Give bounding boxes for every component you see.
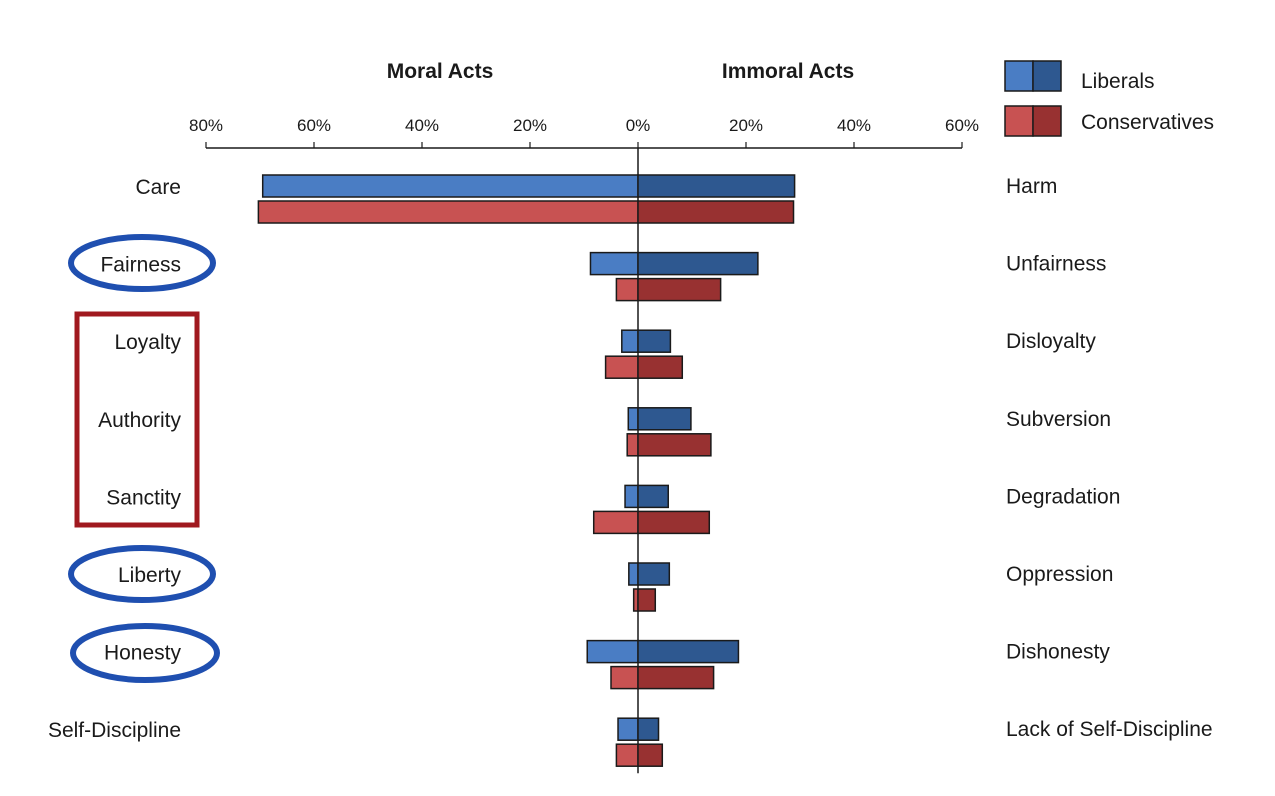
legend-liberals-swatch-immoral	[1032, 60, 1062, 92]
immoral-label: Disloyalty	[1006, 330, 1096, 353]
bar-liberals-immoral	[637, 251, 759, 276]
immoral-label: Degradation	[1006, 485, 1120, 508]
bar-liberals-immoral	[637, 484, 669, 509]
bar-conservatives-immoral	[637, 433, 712, 457]
immoral-label: Dishonesty	[1006, 641, 1110, 664]
category-labels: Care Harm Fairness Unfairness Loyalty Disloya…	[48, 175, 1213, 742]
bar-conservatives-moral	[604, 355, 639, 379]
bar-liberals-moral	[628, 562, 639, 586]
x-tick-label: 60%	[297, 116, 331, 135]
bar-liberals-moral	[617, 717, 639, 741]
annotation-ellipse	[70, 623, 220, 683]
legend-label-conservatives: Conservatives	[1081, 111, 1214, 134]
bar-liberals-moral	[624, 484, 639, 509]
bar-conservatives-immoral	[637, 355, 684, 379]
bar-liberals-immoral	[637, 562, 671, 586]
bar-liberals-moral	[586, 639, 639, 664]
bar-liberals-moral	[261, 174, 639, 198]
bar-conservatives-immoral	[637, 743, 664, 767]
x-tick-label: 0%	[626, 116, 651, 135]
moral-label: Loyalty	[114, 331, 181, 354]
x-tick-label: 20%	[513, 116, 547, 135]
immoral-acts-title: Immoral Acts	[722, 60, 854, 83]
bar-liberals-moral	[589, 251, 639, 276]
annotation-layer	[68, 234, 220, 683]
x-tick-label: 40%	[405, 116, 439, 135]
moral-label: Honesty	[104, 642, 182, 665]
immoral-label: Oppression	[1006, 563, 1113, 586]
legend-conservatives-swatch-moral	[1004, 105, 1034, 137]
bar-conservatives-immoral	[637, 588, 657, 612]
moral-label: Authority	[98, 409, 181, 432]
bar-conservatives-moral	[592, 510, 639, 535]
bar-liberals-immoral	[637, 639, 740, 664]
immoral-label: Unfairness	[1006, 253, 1106, 276]
bar-liberals-moral	[627, 407, 639, 431]
bar-liberals-immoral	[637, 174, 796, 198]
bar-liberals-moral	[621, 329, 639, 353]
bar-conservatives-immoral	[637, 510, 711, 535]
bars-layer	[257, 174, 796, 767]
bar-conservatives-moral	[626, 433, 639, 457]
annotation-ellipse	[68, 545, 216, 603]
immoral-label: Lack of Self-Discipline	[1006, 718, 1213, 741]
bar-conservatives-immoral	[637, 200, 795, 224]
bar-conservatives-immoral	[637, 277, 722, 302]
annotation-box	[74, 311, 200, 528]
legend-label-liberals: Liberals	[1081, 70, 1155, 93]
bar-conservatives-moral	[615, 277, 639, 302]
bar-liberals-immoral	[637, 717, 660, 741]
bar-liberals-immoral	[637, 329, 672, 353]
moral-label: Sanctity	[106, 486, 181, 509]
annotation-ellipse	[68, 234, 216, 292]
legend: Liberals Conservatives	[1004, 60, 1214, 137]
legend-conservatives-swatch-immoral	[1032, 105, 1062, 137]
x-tick-label: 20%	[729, 116, 763, 135]
x-tick-label: 80%	[189, 116, 223, 135]
bar-conservatives-moral	[610, 665, 639, 690]
moral-acts-title: Moral Acts	[387, 60, 494, 83]
bar-conservatives-immoral	[637, 665, 715, 690]
bar-conservatives-moral	[257, 200, 639, 224]
moral-label: Self-Discipline	[48, 719, 181, 742]
moral-label: Fairness	[100, 254, 181, 277]
immoral-label: Harm	[1006, 175, 1057, 198]
bar-liberals-immoral	[637, 407, 692, 431]
x-axis: 80% 60% 40% 20% 0% 20% 40% 60%	[189, 116, 979, 774]
moral-label: Care	[135, 176, 181, 199]
legend-liberals-swatch-moral	[1004, 60, 1034, 92]
bar-conservatives-moral	[615, 743, 639, 767]
x-tick-label: 60%	[945, 116, 979, 135]
moral-label: Liberty	[118, 564, 182, 587]
immoral-label: Subversion	[1006, 408, 1111, 431]
x-tick-label: 40%	[837, 116, 871, 135]
